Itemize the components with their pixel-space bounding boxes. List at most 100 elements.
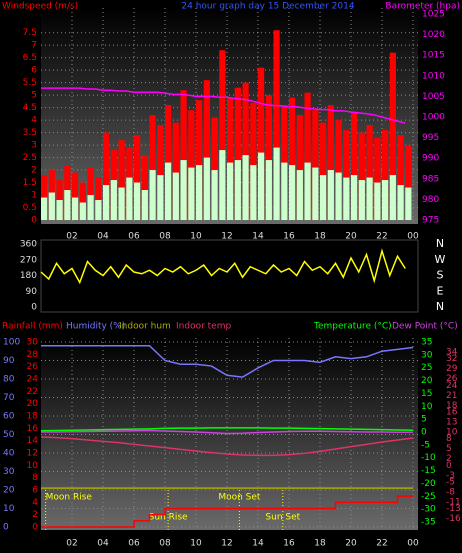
y-tick-label: 0.5 xyxy=(23,203,37,213)
wind-bar xyxy=(312,110,319,220)
event-label: Moon Set xyxy=(218,493,261,503)
wind-bar xyxy=(320,175,327,220)
y-tick-label: 100 xyxy=(3,338,20,348)
y-tick-label: -10 xyxy=(421,453,436,463)
wind-bar xyxy=(227,97,234,220)
y-tick-label: 180 xyxy=(20,271,37,281)
x-tick-label: 16 xyxy=(283,232,295,242)
wind-bar xyxy=(134,182,141,220)
y-tick-label: 2.5 xyxy=(23,153,37,163)
wind-bar xyxy=(327,170,334,220)
wind-bar xyxy=(103,185,110,220)
wind-bar xyxy=(382,130,389,220)
wind-bar xyxy=(304,162,311,220)
y-tick-label: 7 xyxy=(31,41,37,51)
wind-bar xyxy=(389,175,396,220)
y-tick-label: 10 xyxy=(3,504,15,514)
series-line xyxy=(41,429,413,435)
x-tick-label: 16 xyxy=(283,539,295,549)
wind-bar xyxy=(141,155,148,220)
series-line xyxy=(40,436,414,457)
wind-bar xyxy=(335,120,342,220)
x-tick-label: 00 xyxy=(407,232,419,242)
x-tick-label: 20 xyxy=(345,232,357,242)
y-tick-label: 35 xyxy=(421,338,432,348)
wind-bar xyxy=(242,155,249,220)
y-tick-label: 20 xyxy=(27,399,39,409)
event-label: Sun Rise xyxy=(149,513,188,523)
wind-bar xyxy=(366,125,373,220)
wind-bar xyxy=(180,90,187,220)
compass-label: N xyxy=(436,237,444,250)
direction-plot-area xyxy=(40,239,419,313)
x-tick-label: 08 xyxy=(159,539,171,549)
y-tick-label: 7.5 xyxy=(23,28,37,38)
y-tick-label: 12 xyxy=(27,449,38,459)
wind-bar xyxy=(95,177,102,220)
y-tick-label: 0 xyxy=(446,461,452,471)
wind-bar xyxy=(234,160,241,220)
chart-title: 24 hour graph day 15 December 2014 xyxy=(181,2,354,12)
wind-bar xyxy=(296,170,303,220)
wind-bar xyxy=(265,160,272,220)
wind-bar xyxy=(265,95,272,220)
y-tick-label: 13 xyxy=(446,418,457,428)
x-tick-label: 04 xyxy=(97,539,109,549)
wind-bar xyxy=(351,175,358,220)
y-tick-label: -3 xyxy=(446,471,455,481)
x-tick-label: 20 xyxy=(345,539,357,549)
y2-axis-label: Barometer (hpa) xyxy=(385,2,460,12)
y-tick-label: 10 xyxy=(421,402,433,412)
wind-bar xyxy=(405,187,412,220)
y-tick-label: 18 xyxy=(446,401,458,411)
wind-bar xyxy=(79,182,86,220)
wind-bar xyxy=(296,115,303,220)
legend-label: Indoor hum xyxy=(119,322,171,332)
wind-bar xyxy=(405,145,412,220)
legend-label: Dew Point (°C) xyxy=(392,322,458,332)
wind-bar xyxy=(203,157,210,220)
wind-bar xyxy=(157,125,164,220)
wind-bar xyxy=(203,80,210,220)
y-tick-label: 2 xyxy=(446,454,452,464)
wind-bar xyxy=(242,82,249,221)
wind-bar xyxy=(87,195,94,220)
wind-bar xyxy=(134,135,141,220)
y-tick-label: 70 xyxy=(3,393,15,403)
y-tick-label: 5.5 xyxy=(23,78,37,88)
legend-label: Rainfall (mm) xyxy=(2,322,63,332)
wind-bar xyxy=(56,180,63,220)
wind-bar xyxy=(366,177,373,220)
x-tick-label: 10 xyxy=(190,539,202,549)
wind-bar xyxy=(211,170,218,220)
y-tick-label: 30 xyxy=(27,338,39,348)
wind-bar xyxy=(110,180,117,220)
wind-bar xyxy=(227,162,234,220)
x-tick-label: 18 xyxy=(314,232,326,242)
wind-bar xyxy=(118,187,125,220)
wind-bar xyxy=(188,110,195,220)
wind-bar xyxy=(118,140,125,220)
x-tick-label: 14 xyxy=(252,539,264,549)
x-tick-label: 02 xyxy=(66,539,77,549)
y-tick-label: 995 xyxy=(422,133,439,143)
wind-bar xyxy=(382,180,389,220)
y-tick-label: 3.5 xyxy=(23,128,37,138)
series-line xyxy=(40,427,414,432)
y-tick-label: 24 xyxy=(27,375,39,385)
y-tick-label: 16 xyxy=(27,424,39,434)
wind-bar xyxy=(172,122,179,220)
y-tick-label: 1010 xyxy=(422,71,445,81)
y-tick-label: 24 xyxy=(446,381,458,391)
y-tick-label: 6 xyxy=(31,66,37,76)
wind-bar xyxy=(219,150,226,220)
y-tick-label: 4 xyxy=(31,116,37,126)
wind-bar xyxy=(79,202,86,220)
y-tick-label: 40 xyxy=(3,449,15,459)
y-tick-label: 90 xyxy=(26,287,38,297)
y-tick-label: 22 xyxy=(27,387,38,397)
wind-bar xyxy=(320,122,327,220)
wind-bar xyxy=(258,152,265,220)
wind-bar xyxy=(343,177,350,220)
y-tick-label: 8 xyxy=(446,434,452,444)
